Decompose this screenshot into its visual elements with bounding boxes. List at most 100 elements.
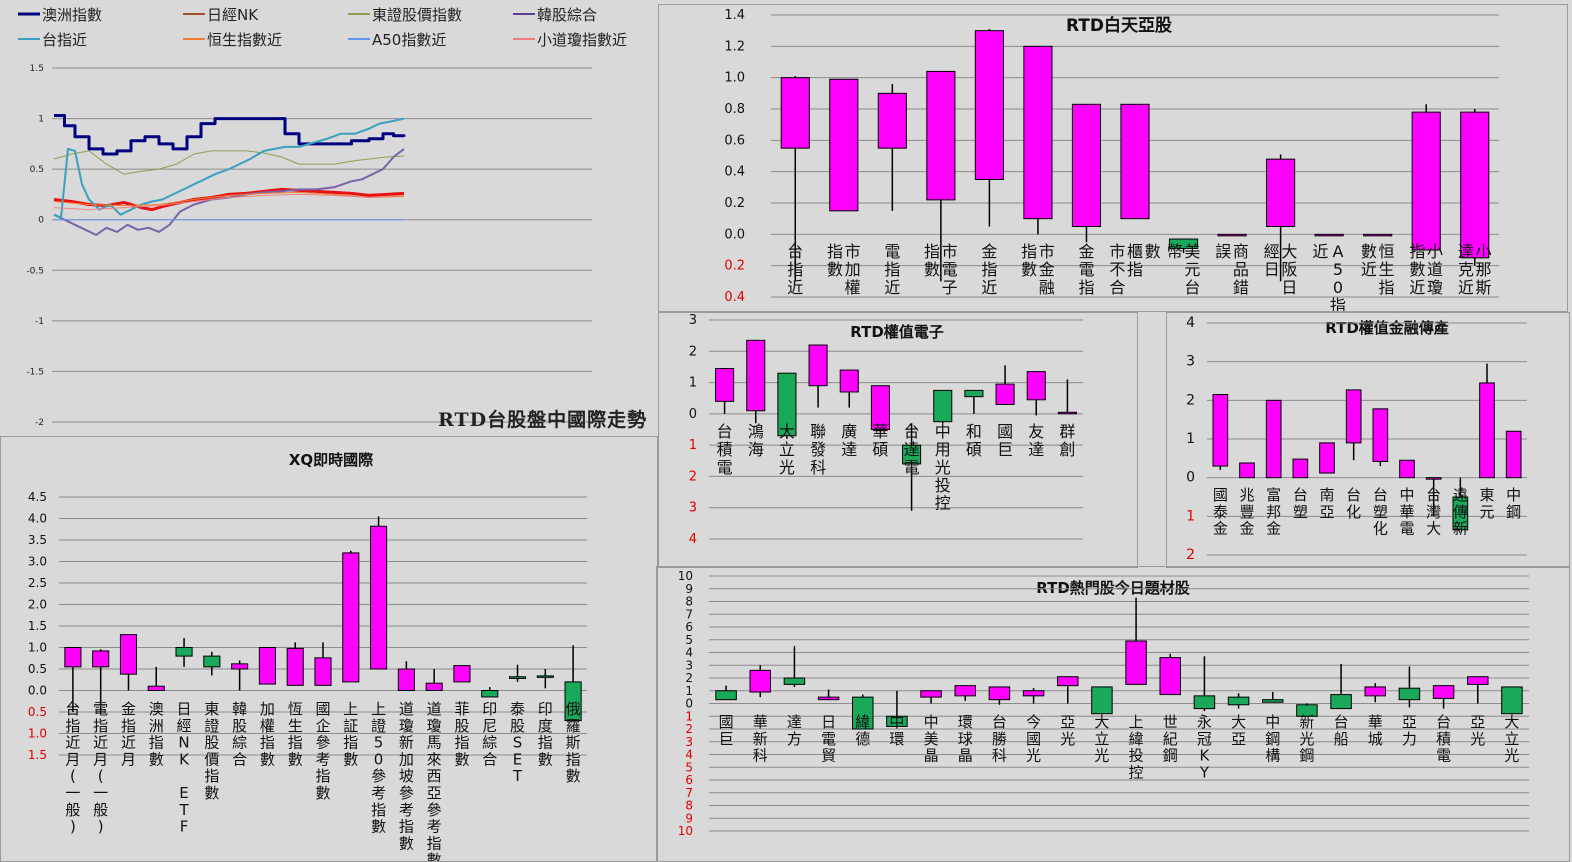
- category-label: 和碩: [966, 422, 982, 459]
- legend-label: 韓股綜合: [537, 6, 597, 24]
- category-label: 道瓊新加坡參考指數: [399, 700, 414, 852]
- category-char: 電: [821, 730, 836, 748]
- category-char: 台: [1184, 278, 1200, 297]
- category-char: 國: [997, 422, 1013, 441]
- category-char: 達: [1458, 242, 1474, 261]
- category-char: 大: [1426, 520, 1441, 538]
- y-tick-label: 4: [685, 748, 693, 762]
- page-banner: RTD台股盤中國際走勢: [438, 409, 648, 431]
- category-char: 市: [942, 242, 958, 261]
- category-label: 新光鋼: [1299, 713, 1314, 765]
- category-char: 大: [1504, 713, 1519, 731]
- category-char: 大: [1281, 242, 1297, 261]
- chart-panel-hot-stocks: RTD熱門股今日題材股 10 9 8 7 6 5 4 3 2 1 0 1 2 3 4 5 6 7 8 9 10 國巨 華新科達…: [656, 566, 1570, 862]
- category-char: 企: [315, 717, 330, 735]
- y-tick-label: 0.4: [724, 165, 745, 180]
- series-line: [53, 193, 405, 211]
- category-char: 恒: [1378, 242, 1394, 261]
- category-char: 0: [374, 750, 384, 768]
- category-char: 台: [1426, 486, 1441, 504]
- category-char: 子: [942, 278, 958, 297]
- chart-title: RTD白天亞股: [1066, 15, 1172, 36]
- category-label: 加權指數: [260, 700, 275, 768]
- candle-body: [926, 70, 956, 201]
- category-char: 道: [399, 700, 414, 718]
- category-char: 誤: [1215, 242, 1231, 261]
- category-char: 上: [343, 700, 358, 718]
- y-tick-label: 7: [685, 607, 693, 621]
- y-tick-label: 1: [685, 684, 693, 698]
- category-char: 參: [315, 734, 330, 752]
- y-tick-label: 2: [685, 671, 693, 685]
- category-char: 瓊: [1427, 278, 1443, 297]
- candle-body: [783, 677, 806, 685]
- category-char: 巨: [719, 730, 734, 748]
- category-char: 指: [566, 750, 581, 768]
- category-char: 數: [149, 750, 164, 768]
- category-char: 達: [787, 713, 802, 731]
- candle-body: [817, 696, 840, 701]
- category-char: 電: [904, 458, 920, 477]
- category-char: 市: [1039, 242, 1055, 261]
- category-char: 指: [1078, 278, 1094, 297]
- category-char: 城: [1368, 730, 1383, 748]
- category-label: 友達: [1028, 422, 1044, 459]
- category-char: 合: [482, 750, 497, 768]
- candle-body: [852, 696, 874, 730]
- category-char: 金: [1039, 260, 1055, 279]
- category-label: 群創: [1059, 422, 1075, 459]
- category-char: 邦: [1266, 503, 1281, 521]
- candle-body: [481, 690, 499, 698]
- legend-label: 恒生指數近: [207, 31, 282, 49]
- category-char: 近: [1312, 242, 1328, 261]
- category-char: 數: [827, 260, 843, 279]
- candlestick-chart-finance: RTD權值金融傳產4321012國泰金兆豐金富邦金台塑南亞台化台塑化中華電台灣大…: [1186, 315, 1527, 563]
- category-label: 中華電: [1399, 486, 1414, 538]
- category-char: 泰: [1213, 503, 1228, 521]
- y-tick-label: 1.0: [724, 71, 745, 86]
- category-char: 5: [1333, 260, 1343, 279]
- category-char: 友: [1028, 422, 1044, 441]
- category-char: 近: [787, 278, 803, 297]
- category-label: 大立光: [1094, 713, 1109, 765]
- series-line: [53, 150, 405, 175]
- category-label: 富邦金: [1266, 486, 1281, 538]
- category-char: 紀: [1163, 730, 1178, 748]
- category-char: 考: [427, 818, 442, 836]
- candlestick-chart-tech-weight: RTD權值電子32101234台積電鴻海大立光聯發科廣達華碩台達電中用光投控和碩…: [689, 313, 1083, 547]
- category-char: E: [513, 750, 522, 768]
- category-char: 指: [427, 834, 442, 852]
- candle-body: [1239, 462, 1255, 479]
- category-char: 市: [845, 242, 861, 261]
- candle-body: [370, 525, 388, 670]
- category-label: 國企參考指數: [315, 700, 330, 802]
- candle-body: [175, 647, 193, 657]
- category-char: 克: [1458, 260, 1474, 279]
- category-char: 中: [935, 422, 951, 441]
- category-char: 南: [1319, 486, 1334, 504]
- category-char: 晶: [958, 747, 973, 765]
- category-label: 東元: [1479, 486, 1494, 521]
- candle-body: [749, 669, 771, 693]
- y-tick-label: 1.2: [724, 39, 745, 54]
- y-tick-label: 1.0: [28, 727, 47, 741]
- category-label: 恒生指: [1378, 242, 1394, 297]
- category-label: 緯德: [855, 713, 870, 748]
- category-char: 近: [93, 734, 108, 752]
- category-char: 金: [1266, 520, 1281, 538]
- category-char: 瓊: [399, 717, 414, 735]
- category-char: 指: [827, 242, 843, 261]
- y-tick-label: 3: [1186, 354, 1195, 370]
- y-tick-label: 1: [1186, 431, 1195, 447]
- category-char: 台: [1293, 486, 1308, 504]
- category-char: 5: [374, 734, 384, 752]
- y-tick-label: 5: [685, 633, 693, 647]
- candle-body: [1363, 233, 1393, 237]
- category-char: 新: [1453, 520, 1468, 538]
- category-char: 合: [232, 750, 247, 768]
- candle-body: [1193, 695, 1216, 710]
- category-char: 數: [399, 834, 414, 852]
- category-label: 印度指數: [538, 700, 553, 768]
- category-char: 亞: [1470, 713, 1485, 731]
- category-char: 台: [904, 422, 920, 441]
